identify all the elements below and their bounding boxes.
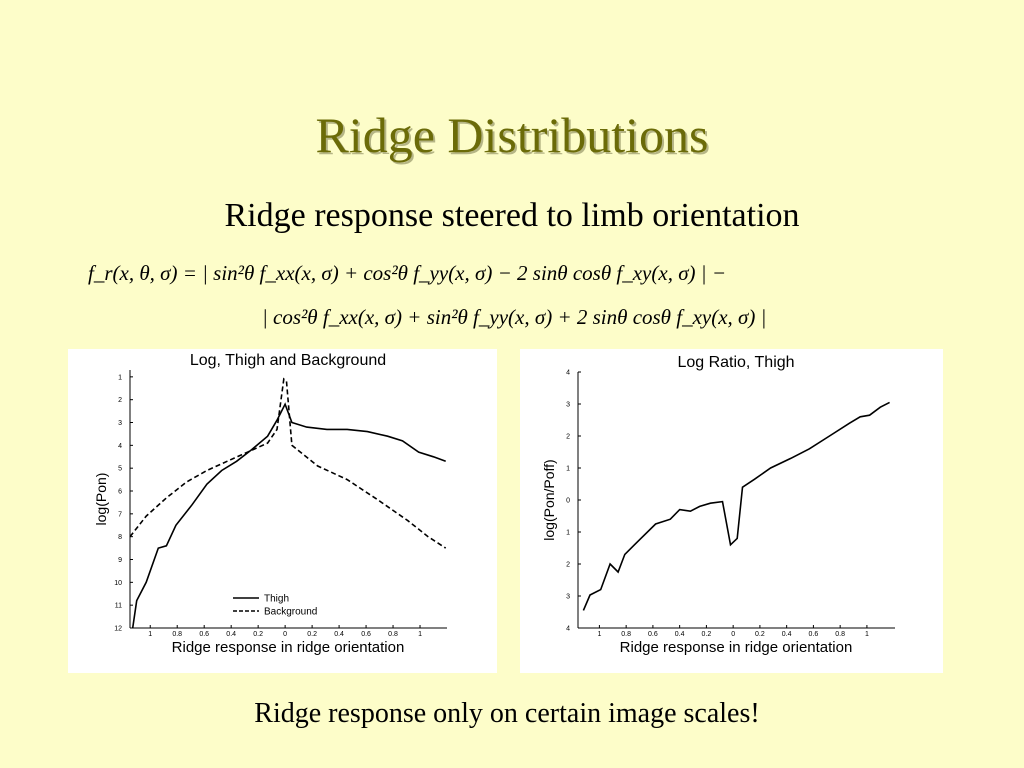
data-line: [582, 401, 890, 611]
x-tick-label: 0.8: [388, 631, 398, 638]
legend-label: Thigh: [264, 594, 289, 605]
x-tick-label: 0.8: [621, 631, 631, 638]
y-tick-label: 9: [118, 557, 122, 564]
x-tick-label: 0.2: [307, 631, 317, 638]
x-tick-label: 0.4: [226, 631, 236, 638]
x-tick-label: 1: [865, 631, 869, 638]
y-tick-label: 8: [118, 534, 122, 541]
x-tick-label: 1: [148, 631, 152, 638]
x-tick-label: 0.4: [334, 631, 344, 638]
chart-panel: [68, 349, 497, 673]
y-tick-label: 1: [566, 530, 570, 537]
x-tick-label: 0.2: [253, 631, 263, 638]
y-tick-label: 11: [115, 603, 122, 610]
x-tick-label: 0.6: [648, 631, 658, 638]
data-line: [129, 377, 447, 549]
y-tick-label: 12: [114, 626, 122, 633]
x-tick-label: 0.8: [172, 631, 182, 638]
y-tick-label: 7: [118, 511, 122, 518]
y-tick-label: 2: [566, 434, 570, 441]
chart-title: Log, Thigh and Background: [190, 352, 386, 369]
y-axis-label: log(Pon): [93, 473, 109, 526]
x-tick-label: 1: [597, 631, 601, 638]
x-tick-label: 0.6: [809, 631, 819, 638]
formula-line: | cos²θ f_xx(x, σ) + sin²θ f_yy(x, σ) + …: [262, 305, 766, 329]
y-tick-label: 5: [118, 466, 122, 473]
y-tick-label: 3: [566, 402, 570, 409]
chart-title: Log Ratio, Thigh: [677, 354, 794, 371]
y-tick-label: 2: [566, 562, 570, 569]
y-tick-label: 6: [118, 489, 122, 496]
subtitle: Ridge response steered to limb orientati…: [224, 197, 799, 234]
chart-panel: [520, 349, 943, 673]
y-tick-label: 3: [118, 420, 122, 427]
x-tick-label: 0.4: [782, 631, 792, 638]
x-tick-label: 1: [418, 631, 422, 638]
footer: Ridge response only on certain image sca…: [254, 698, 759, 729]
y-tick-label: 4: [566, 626, 570, 633]
y-tick-label: 3: [566, 594, 570, 601]
slide-title: Ridge Distributions: [315, 107, 708, 163]
data-line: [131, 402, 446, 629]
x-tick-label: 0.2: [702, 631, 712, 638]
legend-label: Background: [264, 607, 317, 618]
y-tick-label: 4: [118, 443, 122, 450]
x-tick-label: 0.8: [835, 631, 845, 638]
y-tick-label: 1: [566, 466, 570, 473]
formula-line: f_r(x, θ, σ) = | sin²θ f_xx(x, σ) + cos²…: [88, 261, 726, 285]
x-axis-label: Ridge response in ridge orientation: [620, 639, 853, 656]
x-tick-label: 0.6: [199, 631, 209, 638]
y-tick-label: 2: [118, 397, 122, 404]
y-tick-label: 10: [114, 580, 122, 587]
x-axis-label: Ridge response in ridge orientation: [172, 639, 405, 656]
y-tick-label: 4: [566, 370, 570, 377]
y-tick-label: 1: [118, 374, 122, 381]
x-tick-label: 0.4: [675, 631, 685, 638]
x-tick-label: 0.6: [361, 631, 371, 638]
x-tick-label: 0.2: [755, 631, 765, 638]
title-shadow: Ridge Distributions: [317, 109, 710, 165]
y-tick-label: 0: [566, 498, 570, 505]
x-tick-label: 0: [283, 631, 287, 638]
x-tick-label: 0: [731, 631, 735, 638]
y-axis-label: log(Pon/Poff): [541, 459, 557, 540]
